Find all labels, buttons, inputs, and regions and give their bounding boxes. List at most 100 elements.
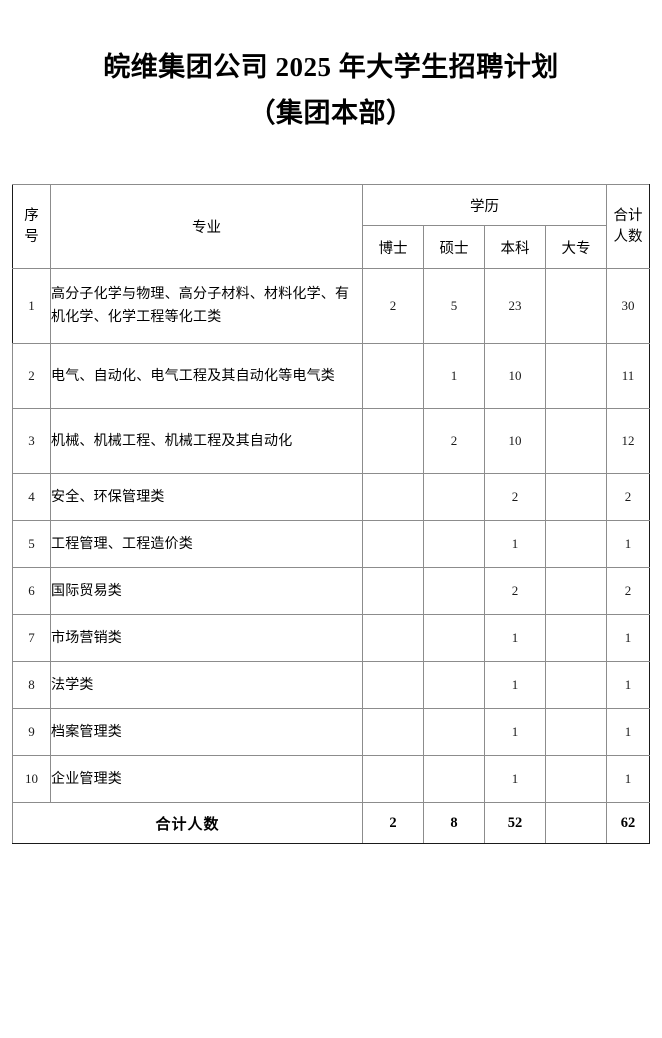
row-doctor-count: 2 (362, 268, 424, 344)
row-college-count (545, 708, 607, 756)
row-index: 9 (12, 708, 51, 756)
totals-master-count: 8 (423, 802, 485, 844)
row-bachelor-count: 1 (484, 708, 546, 756)
row-college-count (545, 343, 607, 409)
table-body: 1 高分子化学与物理、高分子材料、材料化学、有机化学、化学工程等化工类 2 5 … (12, 268, 650, 844)
table-row: 5 工程管理、工程造价类 1 1 (12, 520, 650, 568)
row-master-count (423, 567, 485, 615)
row-index: 5 (12, 520, 51, 568)
row-master-count (423, 708, 485, 756)
row-major: 安全、环保管理类 (50, 473, 363, 521)
row-master-count (423, 473, 485, 521)
row-master-count (423, 614, 485, 662)
row-bachelor-count: 10 (484, 408, 546, 474)
row-total-count: 1 (606, 661, 650, 709)
page-title-line-2: （集团本部） (248, 98, 414, 128)
row-doctor-count (362, 408, 424, 474)
row-master-count (423, 520, 485, 568)
row-total-count: 1 (606, 755, 650, 803)
row-master-count: 1 (423, 343, 485, 409)
row-major: 市场营销类 (50, 614, 363, 662)
row-doctor-count (362, 567, 424, 615)
recruitment-plan-table-container: 序 号 专业 学历 合计 人数 博士 硕士 本科 大专 1 高分子化学与物理、高… (12, 184, 650, 844)
column-header-total-line-2: 人数 (613, 228, 643, 245)
table-row: 8 法学类 1 1 (12, 661, 650, 709)
column-header-degree-college: 大专 (545, 225, 607, 269)
column-header-index-line-2: 号 (24, 228, 39, 245)
totals-college-count (545, 802, 607, 844)
table-row: 6 国际贸易类 2 2 (12, 567, 650, 615)
table-row: 4 安全、环保管理类 2 2 (12, 473, 650, 521)
table-header: 序 号 专业 学历 合计 人数 博士 硕士 本科 大专 (12, 184, 650, 269)
page-title-line-1: 皖维集团公司 2025 年大学生招聘计划 (103, 52, 559, 82)
column-header-degree-doctor: 博士 (362, 225, 424, 269)
row-college-count (545, 520, 607, 568)
column-header-degree-bachelor: 本科 (484, 225, 546, 269)
row-index: 2 (12, 343, 51, 409)
row-total-count: 1 (606, 614, 650, 662)
totals-overall-count: 62 (606, 802, 650, 844)
row-major: 档案管理类 (50, 708, 363, 756)
row-bachelor-count: 2 (484, 473, 546, 521)
row-major: 机械、机械工程、机械工程及其自动化 (50, 408, 363, 474)
row-major: 国际贸易类 (50, 567, 363, 615)
row-college-count (545, 408, 607, 474)
column-header-major: 专业 (50, 184, 363, 269)
row-index: 3 (12, 408, 51, 474)
row-bachelor-count: 1 (484, 661, 546, 709)
table-header-row-secondary: 博士 硕士 本科 大专 (13, 225, 650, 269)
row-doctor-count (362, 708, 424, 756)
table-row: 3 机械、机械工程、机械工程及其自动化 2 10 12 (12, 408, 650, 474)
row-total-count: 1 (606, 520, 650, 568)
totals-doctor-count: 2 (362, 802, 424, 844)
row-index: 7 (12, 614, 51, 662)
column-header-total-line-1: 合计 (613, 207, 643, 224)
row-bachelor-count: 1 (484, 614, 546, 662)
row-major: 企业管理类 (50, 755, 363, 803)
table-header-row-primary: 序 号 专业 学历 合计 人数 (12, 184, 650, 269)
row-college-count (545, 473, 607, 521)
row-total-count: 11 (606, 343, 650, 409)
row-major: 法学类 (50, 661, 363, 709)
row-master-count (423, 661, 485, 709)
recruitment-plan-table: 序 号 专业 学历 合计 人数 博士 硕士 本科 大专 1 高分子化学与物理、高… (12, 184, 650, 844)
row-index: 6 (12, 567, 51, 615)
row-index: 4 (12, 473, 51, 521)
table-totals-row: 合计人数 2 8 52 62 (12, 802, 650, 844)
totals-bachelor-count: 52 (484, 802, 546, 844)
column-header-index-line-1: 序 (24, 207, 39, 224)
row-doctor-count (362, 614, 424, 662)
row-index: 8 (12, 661, 51, 709)
totals-label: 合计人数 (12, 802, 363, 844)
column-header-education-group: 学历 (362, 184, 607, 226)
row-doctor-count (362, 661, 424, 709)
row-doctor-count (362, 473, 424, 521)
row-index: 10 (12, 755, 51, 803)
row-bachelor-count: 10 (484, 343, 546, 409)
row-index: 1 (12, 268, 51, 344)
row-total-count: 2 (606, 567, 650, 615)
row-doctor-count (362, 520, 424, 568)
row-college-count (545, 614, 607, 662)
row-doctor-count (362, 343, 424, 409)
row-major: 电气、自动化、电气工程及其自动化等电气类 (50, 343, 363, 409)
row-doctor-count (362, 755, 424, 803)
row-major: 高分子化学与物理、高分子材料、材料化学、有机化学、化学工程等化工类 (50, 268, 363, 344)
column-header-total-count: 合计 人数 (606, 184, 650, 269)
row-college-count (545, 661, 607, 709)
table-row: 1 高分子化学与物理、高分子材料、材料化学、有机化学、化学工程等化工类 2 5 … (12, 268, 650, 344)
row-college-count (545, 567, 607, 615)
column-header-degree-master: 硕士 (423, 225, 485, 269)
row-master-count: 5 (423, 268, 485, 344)
row-major: 工程管理、工程造价类 (50, 520, 363, 568)
row-total-count: 2 (606, 473, 650, 521)
table-row: 2 电气、自动化、电气工程及其自动化等电气类 1 10 11 (12, 343, 650, 409)
table-row: 9 档案管理类 1 1 (12, 708, 650, 756)
page-title: 皖维集团公司 2025 年大学生招聘计划 （集团本部） (0, 44, 662, 136)
row-bachelor-count: 2 (484, 567, 546, 615)
row-bachelor-count: 1 (484, 520, 546, 568)
row-master-count (423, 755, 485, 803)
row-bachelor-count: 23 (484, 268, 546, 344)
table-row: 10 企业管理类 1 1 (12, 755, 650, 803)
row-college-count (545, 755, 607, 803)
